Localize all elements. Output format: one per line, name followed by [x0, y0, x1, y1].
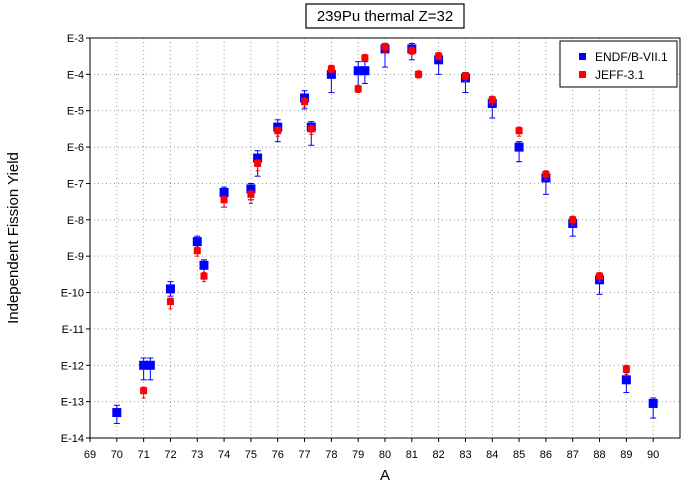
data-point: [622, 365, 630, 373]
data-point: [254, 159, 262, 167]
x-tick-label: 85: [513, 449, 525, 461]
y-tick-label: E-5: [67, 106, 84, 118]
legend-box: [559, 40, 678, 88]
series-jeff: [140, 42, 630, 399]
y-tick-label: E-7: [67, 178, 84, 190]
y-tick-label: E-3: [67, 33, 84, 45]
x-tick-label: 82: [433, 449, 445, 461]
x-tick-label: 76: [272, 449, 284, 461]
data-point: [112, 408, 122, 418]
data-point: [408, 47, 416, 55]
y-tick-label: E-4: [67, 69, 84, 81]
y-tick-label: E-11: [62, 324, 84, 336]
data-point: [199, 260, 209, 270]
data-point: [596, 272, 604, 280]
data-point: [274, 127, 282, 135]
x-tick-label: 84: [486, 449, 498, 461]
x-tick-label: 83: [459, 449, 471, 461]
x-tick-label: 86: [540, 449, 552, 461]
x-tick-label: 79: [352, 449, 364, 461]
chart-title-box: [305, 3, 465, 29]
y-axis-title: Independent Fission Yield: [5, 152, 22, 324]
x-tick-label: 70: [111, 449, 123, 461]
x-axis-title: A: [380, 467, 390, 484]
data-point: [301, 98, 309, 106]
data-point: [515, 127, 523, 135]
data-point: [192, 237, 202, 247]
data-point: [326, 69, 336, 79]
data-point: [307, 125, 315, 133]
data-point: [415, 70, 423, 78]
y-tick-label: E-12: [61, 360, 84, 372]
x-tick-label: 80: [379, 449, 391, 461]
data-point: [514, 142, 524, 152]
y-tick-label: E-6: [67, 142, 84, 154]
data-point: [166, 298, 174, 306]
legend-marker-jeff: [579, 71, 586, 78]
data-point: [140, 387, 148, 395]
chart-title: 239Pu thermal Z=32: [317, 8, 453, 25]
y-axis-ticks: E-14 E-13 E-12 E-11 E-10 E-9 E-8 E-7 E-6 E-5 E-4 E-…: [61, 33, 90, 445]
x-tick-label: 75: [245, 449, 257, 461]
legend-marker-endf: [579, 53, 586, 60]
x-axis-ticks: 69 70 71 72 73 74 75 76 77 78 79 80 81 82 83 84 85 86 87 88…: [84, 438, 659, 461]
y-tick-label: E-8: [67, 215, 84, 227]
data-point: [569, 216, 577, 224]
data-point: [247, 190, 255, 198]
data-point: [621, 375, 631, 385]
data-point: [361, 54, 369, 62]
y-tick-label: E-13: [61, 397, 84, 409]
y-tick-label: E-10: [61, 288, 84, 300]
x-tick-label: 69: [84, 449, 96, 461]
x-tick-label: 87: [567, 449, 579, 461]
x-tick-label: 74: [218, 449, 230, 461]
data-point: [353, 66, 363, 76]
data-point: [360, 66, 370, 76]
data-point: [200, 272, 208, 280]
data-point: [461, 72, 469, 80]
x-tick-label: 71: [138, 449, 150, 461]
data-point: [165, 284, 175, 294]
x-tick-label: 72: [164, 449, 176, 461]
series-layer: [112, 42, 658, 424]
data-point: [193, 247, 201, 255]
data-point: [139, 360, 149, 370]
y-tick-label: E-9: [67, 251, 84, 263]
data-point: [488, 96, 496, 104]
legend: ENDF/B-VII.1 JEFF-3.1: [559, 40, 678, 88]
data-point: [253, 153, 263, 163]
data-point: [246, 184, 256, 194]
data-point: [354, 85, 362, 93]
data-point: [435, 52, 443, 60]
legend-label-endf: ENDF/B-VII.1: [595, 50, 668, 64]
x-tick-label: 81: [406, 449, 418, 461]
data-point: [327, 65, 335, 73]
y-tick-label: E-14: [61, 433, 84, 445]
legend-label-jeff: JEFF-3.1: [595, 68, 645, 82]
x-tick-label: 88: [593, 449, 605, 461]
x-tick-label: 90: [647, 449, 659, 461]
x-tick-label: 77: [298, 449, 310, 461]
x-tick-label: 78: [325, 449, 337, 461]
data-point: [219, 188, 229, 198]
data-point: [648, 398, 658, 408]
data-point: [381, 43, 389, 51]
x-tick-label: 73: [191, 449, 203, 461]
x-tick-label: 89: [620, 449, 632, 461]
data-point: [542, 170, 550, 178]
data-point: [220, 196, 228, 204]
data-point: [145, 360, 155, 370]
